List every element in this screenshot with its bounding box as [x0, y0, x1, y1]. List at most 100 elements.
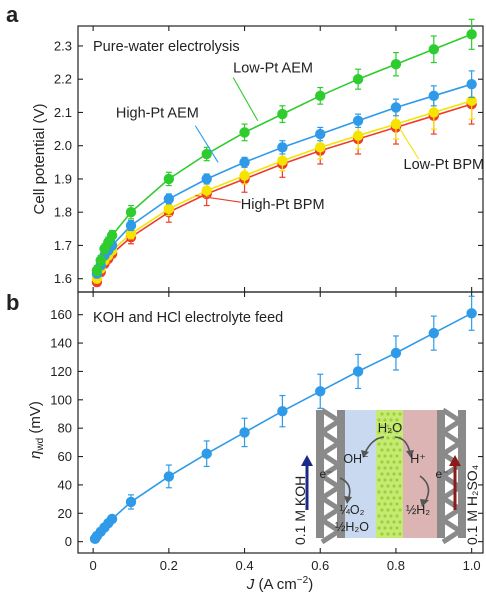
data-point [239, 157, 250, 168]
label-high-pt-bpm: High-Pt BPM [241, 197, 325, 213]
cell-schematic-inset: H₂O OH⁻ H⁺ e⁻ e⁻ ¼O₂ ½H₂O ½H₂ 0.1 M KOH … [292, 407, 480, 545]
data-point [466, 95, 477, 107]
y-tick-label: 60 [58, 449, 72, 464]
hydroxide-label: OH⁻ [343, 452, 368, 466]
data-point [315, 142, 326, 153]
data-point [277, 155, 288, 166]
panel-b-title: KOH and HCl electrolyte feed [93, 310, 283, 326]
eta-subscript: wd [35, 438, 46, 452]
y-tick-label: 2.1 [54, 105, 72, 120]
series-0 [91, 18, 477, 276]
data-point [201, 148, 212, 160]
panel-a-label-leaders [194, 77, 420, 203]
panel-b: b KOH and HCl electrolyte feed ηwd (mV) … [6, 290, 484, 593]
y-tick-label: 40 [58, 477, 72, 492]
y-tick-label: 1.7 [54, 238, 72, 253]
y-tick-label: 1.8 [54, 205, 72, 220]
data-point [201, 448, 212, 459]
data-point [428, 90, 439, 102]
h2so4-label: 0.1 M H₂SO₄ [464, 464, 480, 545]
x-tick-label: 1.0 [463, 558, 481, 573]
data-point [390, 347, 402, 359]
label-leader [232, 77, 259, 122]
data-point [91, 265, 103, 276]
data-point [277, 108, 288, 120]
panel-a-letter: a [6, 2, 19, 27]
anode-product-water: ½H₂O [335, 520, 369, 534]
data-point [466, 78, 477, 90]
anode-layer [345, 410, 376, 538]
x-tick-label: 0.8 [387, 558, 405, 573]
data-point [428, 44, 439, 55]
y-tick-label: 2.3 [54, 38, 72, 53]
x-tick-label: 0.6 [311, 558, 329, 573]
proton-label: H⁺ [410, 452, 426, 466]
label-leader [194, 125, 219, 163]
data-point [352, 115, 364, 126]
data-point [163, 193, 175, 205]
water-label: H₂O [378, 420, 403, 435]
data-point [163, 203, 175, 215]
membrane-dots [377, 412, 402, 536]
data-point [163, 471, 175, 482]
panel-b-xlabel: J (A cm−2) [246, 575, 313, 593]
data-point [125, 228, 137, 240]
data-point [239, 170, 250, 181]
h2so4-arrow-head [449, 455, 461, 466]
data-point [428, 327, 439, 339]
panel-a-ylabel: Cell potential (V) [31, 104, 48, 215]
cathode-layer [403, 410, 437, 538]
label-high-pt-aem: High-Pt AEM [116, 105, 199, 121]
label-leader [395, 122, 420, 160]
data-point [352, 74, 364, 85]
xlabel-unit: (A cm [254, 576, 297, 593]
panel-a: a Pure-water electrolysis Cell potential… [6, 2, 485, 293]
left-flowfield [316, 407, 345, 545]
y-tick-label: 2.0 [54, 138, 72, 153]
data-point [163, 173, 175, 185]
x-tick-label: 0.2 [160, 558, 178, 573]
panel-a-title: Pure-water electrolysis [93, 39, 240, 55]
data-point [352, 366, 364, 377]
data-point [390, 59, 402, 70]
data-point [125, 496, 137, 508]
data-point [277, 405, 288, 417]
y-tick-label: 80 [58, 421, 72, 436]
data-point [239, 427, 250, 438]
j-symbol: J [246, 576, 255, 593]
data-point [390, 102, 402, 113]
data-point [315, 90, 326, 102]
series-line [96, 100, 472, 279]
series-1 [91, 70, 477, 279]
label-leader [195, 195, 241, 203]
xlabel-exponent: −2 [297, 575, 309, 586]
data-point [315, 386, 326, 397]
data-point [125, 207, 137, 218]
data-point [106, 513, 118, 525]
panel-b-ticks: 0 20 40 60 80 100 120 140 160 0 0.2 0.4 0.6 0.8 1.0 [50, 292, 483, 573]
data-point [106, 230, 118, 241]
right-flowfield [437, 407, 466, 545]
label-low-pt-bpm: Low-Pt BPM [404, 157, 485, 173]
electron-right-label: e⁻ [435, 467, 448, 481]
y-tick-label: 120 [50, 364, 72, 379]
panel-a-series [91, 18, 477, 288]
panel-b-ylabel: ηwd (mV) [27, 401, 46, 459]
y-tick-label: 0 [65, 534, 72, 549]
data-point [466, 29, 477, 40]
data-point [277, 142, 288, 153]
xlabel-close: ) [308, 576, 313, 593]
x-tick-label: 0.4 [236, 558, 254, 573]
y-tick-label: 20 [58, 506, 72, 521]
eta-symbol: η [27, 451, 44, 459]
oh-arrow [364, 436, 385, 454]
y-tick-label: 1.9 [54, 171, 72, 186]
cathode-product-h2: ½H₂ [406, 503, 430, 517]
y-tick-label: 140 [50, 336, 72, 351]
koh-arrow-head [301, 455, 313, 466]
y-tick-label: 160 [50, 307, 72, 322]
x-tick-label: 0 [90, 558, 97, 573]
panel-b-letter: b [6, 290, 19, 315]
koh-label: 0.1 M KOH [292, 476, 308, 545]
